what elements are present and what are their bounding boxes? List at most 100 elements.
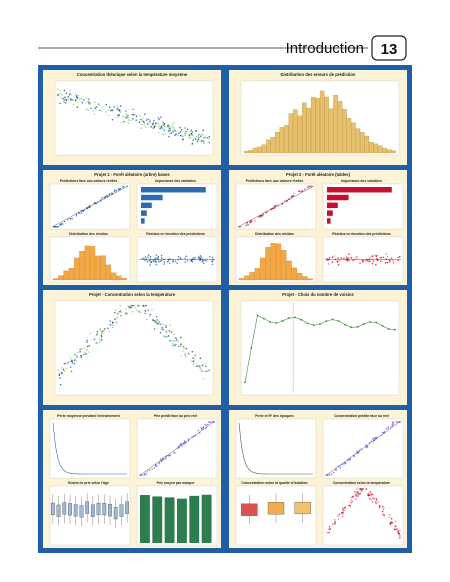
deco-bar bbox=[373, 143, 378, 154]
deco-point bbox=[290, 196, 293, 198]
deco-point bbox=[174, 134, 176, 136]
deco-point bbox=[170, 331, 173, 333]
deco-point bbox=[169, 339, 171, 342]
deco-point bbox=[342, 509, 345, 512]
deco-point bbox=[348, 257, 350, 259]
deco-point bbox=[185, 132, 188, 134]
deco-point bbox=[69, 218, 72, 220]
deco-point bbox=[348, 259, 351, 262]
deco-bar bbox=[111, 272, 117, 281]
deco-point bbox=[75, 98, 77, 101]
deco-point bbox=[297, 190, 300, 193]
deco-bar bbox=[284, 125, 289, 154]
deco-point bbox=[142, 305, 145, 307]
deco-point bbox=[367, 261, 370, 263]
deco-point bbox=[175, 343, 177, 346]
deco-point bbox=[175, 337, 177, 339]
deco-point bbox=[308, 185, 310, 188]
deco-point bbox=[131, 310, 134, 313]
deco-point bbox=[374, 254, 376, 256]
deco-point bbox=[179, 126, 181, 129]
deco-point bbox=[105, 103, 108, 106]
deco-point bbox=[167, 125, 170, 127]
deco-point bbox=[135, 115, 138, 118]
deco-point bbox=[63, 99, 65, 101]
deco-point bbox=[85, 108, 88, 110]
deco-point bbox=[184, 356, 187, 358]
deco-point bbox=[83, 99, 85, 101]
deco-point bbox=[306, 186, 309, 189]
deco-point bbox=[58, 373, 61, 375]
deco-point bbox=[328, 257, 331, 259]
deco-point bbox=[145, 318, 148, 321]
deco-point bbox=[339, 467, 342, 469]
deco-point bbox=[206, 423, 209, 426]
deco-point bbox=[144, 310, 147, 312]
deco-point bbox=[140, 127, 143, 130]
deco-bar bbox=[95, 255, 101, 281]
deco-point bbox=[191, 143, 194, 145]
deco-bar bbox=[327, 210, 333, 216]
deco-point bbox=[199, 357, 202, 360]
deco-bar bbox=[140, 495, 150, 543]
deco-box bbox=[79, 505, 84, 518]
deco-point bbox=[83, 347, 86, 350]
deco-point bbox=[162, 124, 164, 127]
deco-bar bbox=[252, 147, 258, 154]
deco-point bbox=[149, 120, 151, 122]
deco-point bbox=[370, 493, 373, 495]
deco-bar bbox=[360, 132, 365, 154]
deco-bar bbox=[244, 275, 250, 281]
deco-point bbox=[203, 142, 205, 145]
panel-title: Projet - Concentration selon la températ… bbox=[89, 292, 176, 297]
deco-point bbox=[151, 308, 153, 311]
deco-point bbox=[180, 129, 183, 131]
deco-point bbox=[88, 344, 91, 347]
deco-point bbox=[76, 106, 79, 108]
deco-point bbox=[71, 217, 73, 220]
deco-point bbox=[101, 106, 104, 109]
deco-point bbox=[137, 304, 139, 307]
deco-point bbox=[151, 123, 154, 126]
deco-point bbox=[95, 334, 98, 337]
deco-point bbox=[365, 258, 367, 261]
deco-point bbox=[310, 185, 313, 188]
deco-point bbox=[392, 423, 395, 425]
deco-point bbox=[176, 339, 178, 342]
page-box bbox=[371, 35, 407, 61]
deco-point bbox=[63, 220, 66, 223]
deco-point bbox=[183, 347, 185, 350]
deco-bar bbox=[337, 101, 343, 154]
deco-point bbox=[75, 360, 78, 362]
deco-point bbox=[179, 134, 182, 137]
deco-ref-line bbox=[324, 420, 402, 477]
deco-point bbox=[307, 187, 310, 189]
deco-point bbox=[113, 189, 116, 192]
deco-point bbox=[184, 134, 187, 137]
deco-point bbox=[341, 463, 343, 466]
deco-point bbox=[104, 195, 107, 198]
deco-point bbox=[177, 134, 180, 137]
plot-area bbox=[49, 485, 131, 546]
deco-point bbox=[57, 88, 60, 91]
deco-point bbox=[88, 204, 91, 207]
deco-point bbox=[93, 338, 96, 340]
deco-point bbox=[381, 505, 384, 508]
subplot-title: Perte et R² des époques bbox=[255, 414, 294, 418]
deco-point bbox=[88, 101, 91, 104]
deco-point bbox=[122, 115, 125, 118]
deco-point bbox=[122, 120, 125, 123]
deco-point bbox=[249, 221, 252, 223]
deco-point bbox=[147, 118, 150, 121]
deco-point bbox=[64, 101, 66, 104]
deco-point bbox=[293, 193, 295, 195]
deco-point bbox=[372, 497, 374, 499]
deco-point bbox=[179, 343, 182, 345]
deco-point bbox=[149, 256, 152, 258]
deco-point bbox=[171, 126, 173, 128]
deco-point bbox=[163, 261, 166, 263]
deco-box bbox=[294, 501, 311, 515]
deco-point bbox=[157, 256, 160, 259]
deco-point bbox=[140, 118, 142, 121]
deco-point bbox=[95, 342, 98, 345]
